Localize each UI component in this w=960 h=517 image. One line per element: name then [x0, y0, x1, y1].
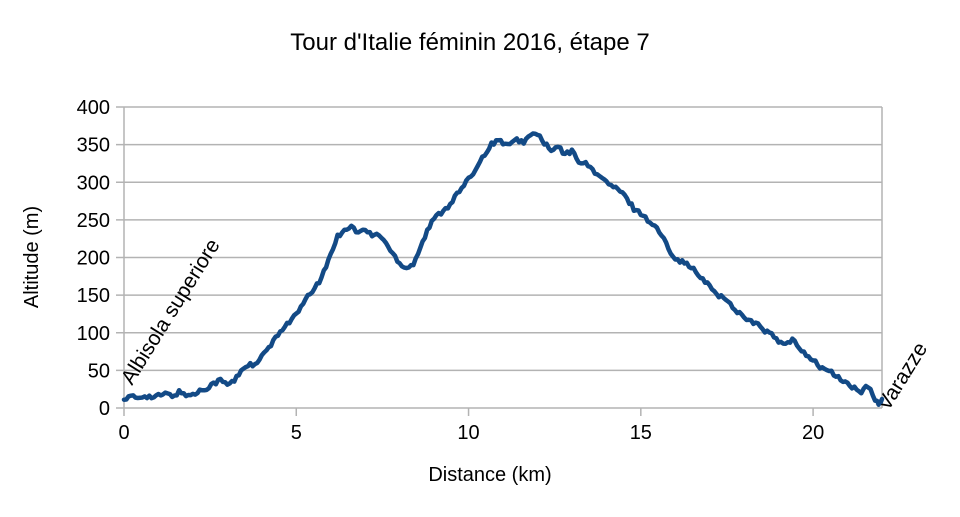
- y-tick-label: 400: [77, 97, 110, 119]
- y-tick-label: 100: [77, 323, 110, 345]
- y-tick-label: 200: [77, 248, 110, 270]
- y-tick-label: 150: [77, 285, 110, 307]
- y-axis-tick-labels: 0 50 100 150 200 250 300 350 400: [77, 97, 110, 420]
- y-tick-label: 0: [99, 398, 110, 420]
- x-tick-label: 5: [291, 422, 302, 444]
- x-axis-tick-labels: 0 5 10 15 20: [118, 422, 824, 444]
- x-tick-label: 20: [802, 422, 824, 444]
- y-axis-title: Altitude (m): [21, 206, 43, 308]
- x-tick-label: 10: [457, 422, 479, 444]
- chart-title: Tour d'Italie féminin 2016, étape 7: [290, 29, 649, 56]
- elevation-profile-line: [121, 131, 885, 407]
- y-tick-label: 50: [88, 360, 110, 382]
- y-tick-label: 250: [77, 210, 110, 232]
- gridlines: [124, 106, 882, 409]
- y-tick-label: 300: [77, 172, 110, 194]
- y-tick-label: 350: [77, 135, 110, 157]
- x-tick-label: 15: [630, 422, 652, 444]
- x-tick-label: 0: [118, 422, 129, 444]
- axes: [116, 106, 883, 416]
- x-axis-title: Distance (km): [428, 464, 551, 486]
